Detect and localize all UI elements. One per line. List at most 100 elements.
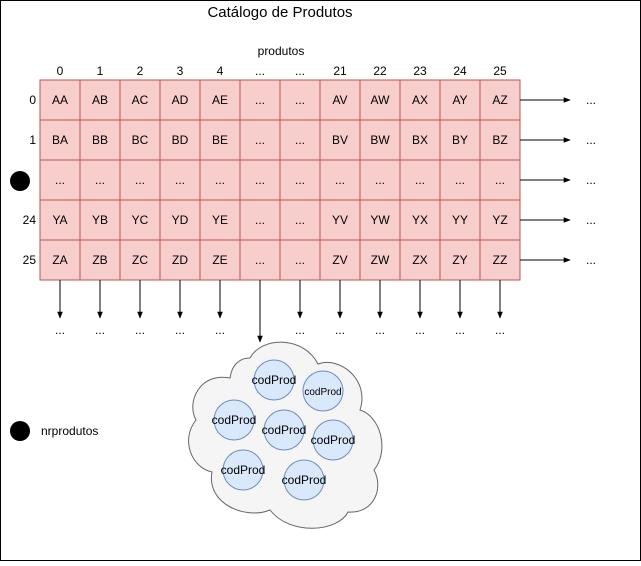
grid-cell-label: ZE	[212, 253, 227, 267]
grid-cell	[319, 79, 361, 121]
grid-cell	[399, 239, 441, 281]
column-index: 4	[217, 64, 224, 78]
grid-cell	[399, 199, 441, 241]
grid-cell-label: BE	[212, 133, 228, 147]
grid-cell-label: ...	[175, 173, 185, 187]
column-overflow-label: ...	[415, 323, 425, 337]
grid-cell	[359, 239, 401, 281]
grid-cell-label: AE	[212, 93, 228, 107]
grid-cell-label: BX	[412, 133, 428, 147]
column-overflow-label: ...	[95, 323, 105, 337]
grid-cell	[319, 199, 361, 241]
grid-cell	[399, 119, 441, 161]
grid-cell-label: ZZ	[493, 253, 508, 267]
grid-cell	[39, 239, 81, 281]
grid-cell-label: BA	[52, 133, 68, 147]
grid-cell-label: BC	[132, 133, 149, 147]
grid-cell-label: YA	[52, 213, 67, 227]
grid-cell-label: YD	[172, 213, 189, 227]
column-overflow-label: ...	[55, 323, 65, 337]
codprod-node	[283, 459, 325, 501]
grid-cell	[319, 239, 361, 281]
grid-cell-label: ZB	[92, 253, 107, 267]
grid-cell-label: ZC	[132, 253, 148, 267]
grid-cell-label: YV	[332, 213, 348, 227]
diagram-title: Catálogo de Produtos	[207, 4, 352, 21]
column-index: 0	[57, 64, 64, 78]
grid-cell-label: YY	[452, 213, 468, 227]
grid-cell-label: ...	[455, 173, 465, 187]
grid-cell	[239, 119, 281, 161]
column-overflow-label: ...	[295, 323, 305, 337]
grid-cell	[479, 119, 521, 161]
grid-cell-label: BY	[452, 133, 468, 147]
grid-cell-label: ZY	[452, 253, 467, 267]
column-index: 1	[97, 64, 104, 78]
row-index: 1	[29, 133, 36, 147]
codprod-node	[263, 409, 305, 451]
column-index: 2	[137, 64, 144, 78]
column-overflow-label: ...	[375, 323, 385, 337]
grid-cell	[199, 239, 241, 281]
grid-cell	[279, 199, 321, 241]
row-overflow-label: ...	[586, 133, 596, 147]
grid-cell-label: ...	[295, 133, 305, 147]
grid-cell-label: ...	[295, 93, 305, 107]
row-overflow-arrows: ...............	[520, 93, 596, 267]
grid-cell-label: ...	[295, 213, 305, 227]
counter-label: nrprodutos	[41, 424, 98, 438]
grid-cell-label: BZ	[492, 133, 507, 147]
column-index: 24	[453, 64, 467, 78]
grid-cell-label: ...	[295, 173, 305, 187]
codprod-node-label: codProd	[252, 373, 297, 387]
grid-cell-label: ...	[495, 173, 505, 187]
column-overflow-label: ...	[455, 323, 465, 337]
grid-cell-label: ...	[335, 173, 345, 187]
grid-cell	[279, 159, 321, 201]
column-index: ...	[255, 64, 265, 78]
grid-cell	[279, 79, 321, 121]
grid-cell-label: ...	[55, 173, 65, 187]
grid-cell-label: AY	[452, 93, 467, 107]
row-overflow-label: ...	[586, 253, 596, 267]
grid-cell-label: AC	[132, 93, 149, 107]
grid-cell-label: YC	[132, 213, 149, 227]
codprod-node-label: codProd	[304, 387, 341, 398]
column-overflow-label: ...	[135, 323, 145, 337]
grid-cell	[159, 199, 201, 241]
codprod-node-label: codProd	[262, 423, 307, 437]
grid-cell	[199, 79, 241, 121]
hash-table-grid: AA AB AC AD AE...... AV AW AX AY AZ BA BB BC BD BE....…	[39, 79, 521, 281]
grid-cell	[79, 199, 121, 241]
grid-cell-label: BV	[332, 133, 348, 147]
column-overflow-label: ...	[215, 323, 225, 337]
row-index: 24	[23, 213, 37, 227]
grid-cell-label: ZA	[52, 253, 67, 267]
grid-cell-label: ZV	[332, 253, 347, 267]
row-index-column: 0 1 24 25	[10, 93, 36, 267]
column-index-row: 0 1 2 3 4...... 21 22 23 24 25	[57, 64, 507, 78]
column-index: 3	[177, 64, 184, 78]
grid-cell	[159, 119, 201, 161]
grid-cell-label: AV	[332, 93, 347, 107]
row-overflow-label: ...	[586, 213, 596, 227]
grid-cell-label: ...	[255, 133, 265, 147]
grid-cell-label: ...	[255, 213, 265, 227]
grid-cell-label: ...	[135, 173, 145, 187]
column-overflow-label: ...	[495, 323, 505, 337]
codprod-node	[253, 359, 295, 401]
grid-cell	[399, 159, 441, 201]
grid-cell-label: ZD	[172, 253, 188, 267]
row-index: 0	[29, 93, 36, 107]
grid-cell-label: ZW	[371, 253, 390, 267]
grid-cell-label: AZ	[492, 93, 507, 107]
grid-cell-label: YW	[370, 213, 390, 227]
codprod-node	[213, 399, 255, 441]
grid-cell	[119, 199, 161, 241]
column-index: 22	[373, 64, 387, 78]
grid-cell-label: BW	[370, 133, 390, 147]
grid-cell-label: AD	[172, 93, 189, 107]
row-index: 25	[23, 253, 37, 267]
column-overflow-arrows: .................................	[55, 280, 505, 343]
